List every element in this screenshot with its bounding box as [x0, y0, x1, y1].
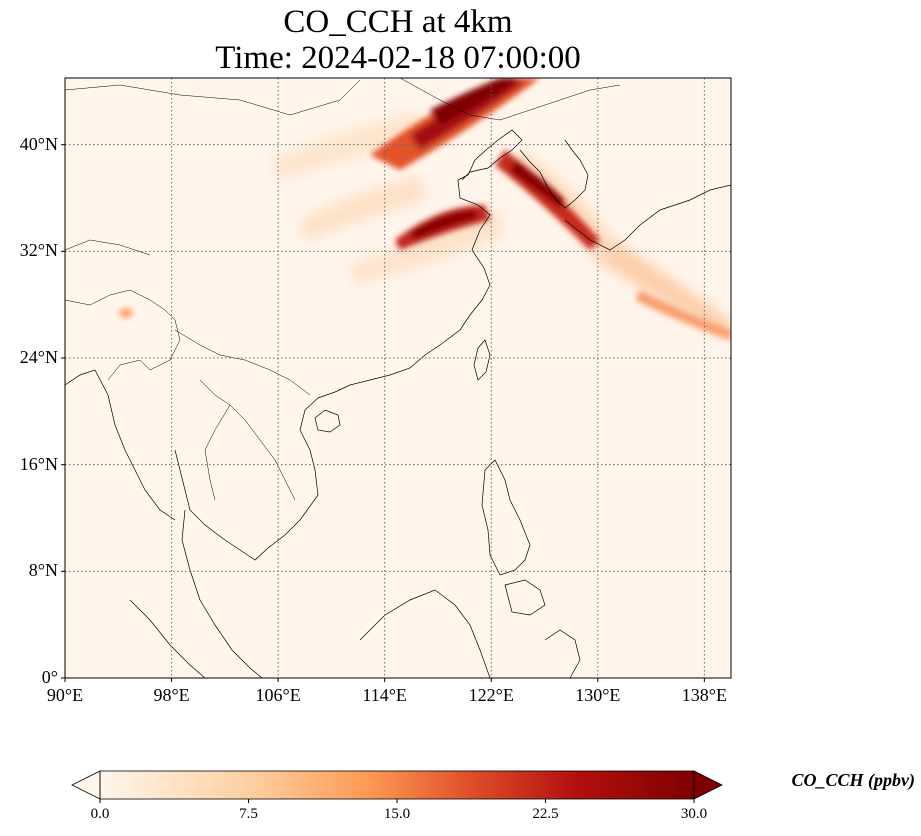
plume-east-tail — [635, 290, 731, 340]
philippines — [481, 459, 531, 576]
bay-of-bengal-coast — [65, 369, 176, 521]
hotspot-myanmar — [119, 308, 133, 318]
colorbar-tick-label: 30.0 — [680, 806, 708, 822]
plume-west-faint — [300, 175, 425, 240]
taiwan — [473, 339, 491, 381]
lon-label: 138°E — [681, 685, 727, 705]
mindanao — [504, 579, 546, 616]
colorbar-min-extend — [71, 770, 101, 800]
plume-north-core — [410, 80, 525, 150]
sulawesi — [544, 629, 581, 678]
map-subtitle: Time: 2024-02-18 07:00:00 — [215, 40, 581, 76]
concentration-field — [119, 78, 731, 340]
country-borders — [65, 78, 621, 501]
plume-north-dark — [430, 78, 520, 125]
map-panel — [65, 78, 731, 678]
lon-label: 98°E — [153, 685, 190, 705]
borneo — [359, 589, 491, 678]
china-coast — [317, 129, 523, 399]
malay-peninsula — [181, 509, 263, 678]
colorbar-ticks — [99, 799, 695, 803]
axis-ticks — [61, 144, 705, 682]
plume-east-faint — [595, 230, 731, 340]
lat-label: 40°N — [19, 133, 58, 154]
sumatra — [129, 599, 206, 678]
colorbar-max-extend — [693, 770, 723, 800]
plume-south-core — [410, 210, 478, 240]
colorbar-tick-label: 0.0 — [90, 806, 110, 822]
lat-label: 8°N — [28, 560, 58, 581]
indochina-coast — [174, 397, 319, 561]
lat-label: 16°N — [19, 453, 58, 474]
colorbar-gradient — [100, 771, 694, 799]
lat-label: 24°N — [19, 347, 58, 367]
gridlines — [65, 78, 731, 678]
lon-label: 106°E — [255, 685, 301, 705]
lon-label: 90°E — [46, 685, 84, 705]
hainan — [314, 409, 341, 433]
map-frame — [64, 77, 732, 679]
colorbar-label: CO_CCH (ppbv) — [791, 770, 916, 790]
plume-central-faint — [350, 210, 505, 285]
colorbar-tick-label: 15.0 — [383, 806, 411, 822]
colorbar-tick-label: 22.5 — [532, 806, 559, 822]
colorbar — [71, 770, 723, 803]
lat-label: 0° — [41, 667, 58, 687]
lon-label: 114°E — [362, 685, 407, 705]
colorbar-tick-label: 7.5 — [239, 806, 258, 822]
plume-korea-core — [510, 160, 565, 208]
lon-label: 122°E — [468, 685, 514, 705]
coastlines — [65, 129, 731, 678]
japan-coast — [564, 184, 731, 251]
lon-label: 130°E — [575, 685, 621, 705]
map-title: CO_CCH at 4km — [283, 4, 513, 40]
korea-coast — [519, 139, 589, 209]
lat-label: 32°N — [19, 240, 58, 261]
